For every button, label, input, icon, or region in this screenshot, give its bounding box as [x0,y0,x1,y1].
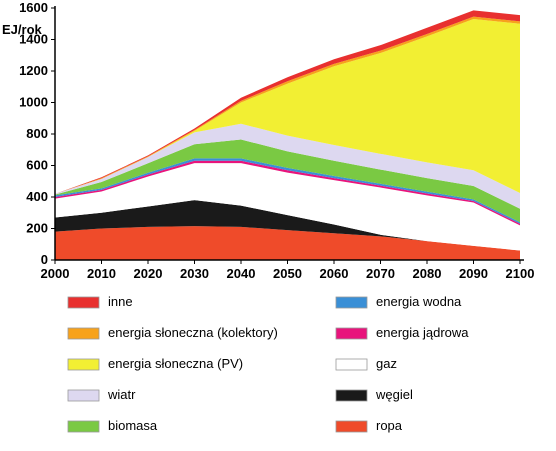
y-axis-unit-label: EJ/rok [2,22,43,37]
area-energia-sloneczna-pv [55,19,520,194]
y-tick-label: 800 [26,126,48,141]
area-gaz [55,163,520,251]
legend-label-wegiel: węgiel [375,387,413,402]
legend-label-ropa: ropa [376,418,403,433]
x-tick-label: 2040 [227,266,256,281]
x-tick-label: 2020 [134,266,163,281]
legend-label-energia-jadrowa: energia jądrowa [376,325,469,340]
legend-label-gaz: gaz [376,356,397,371]
legend-label-energia-wodna: energia wodna [376,294,462,309]
legend-swatch-energia-sloneczna-kolektory [67,327,100,340]
legend-swatch-energia-wodna [335,296,368,309]
legend-label-inne: inne [108,294,133,309]
legend: inne energia słoneczna (kolektory) energia… [67,294,469,433]
y-tick-label: 1400 [19,32,48,47]
y-tick-label: 200 [26,221,48,236]
x-tick-label: 2060 [320,266,349,281]
legend-swatch-wiatr [67,389,100,402]
y-tick-label: 400 [26,189,48,204]
area-biomasa [55,139,520,223]
legend-swatch-energia-jadrowa [335,327,368,340]
legend-label-energia-sloneczna-pv: energia słoneczna (PV) [108,356,243,371]
legend-swatch-biomasa [67,420,100,433]
x-tick-label: 2080 [413,266,442,281]
x-tick-label: 2000 [41,266,70,281]
legend-label-energia-sloneczna-kolektory: energia słoneczna (kolektory) [108,325,278,340]
x-tick-label: 2050 [273,266,302,281]
legend-swatch-wegiel [335,389,368,402]
legend-swatch-energia-sloneczna-pv [67,358,100,371]
x-tick-label: 2070 [366,266,395,281]
y-tick-label: 1200 [19,63,48,78]
x-tick-label: 2090 [459,266,488,281]
area-wegiel [55,200,520,251]
legend-label-wiatr: wiatr [107,387,136,402]
x-tick-label: 2010 [87,266,116,281]
x-tick-label: 2030 [180,266,209,281]
axes: 0 200 400 600 800 1000 1200 1400 1600 EJ/rok 2000 2… [2,0,534,281]
x-tick-label: 2100 [506,266,535,281]
legend-label-biomasa: biomasa [108,418,158,433]
y-tick-label: 1000 [19,95,48,110]
legend-swatch-gaz [335,358,368,371]
y-tick-label: 600 [26,158,48,173]
legend-swatch-inne [67,296,100,309]
area-ropa [55,226,520,260]
y-tick-label: 0 [41,252,48,267]
area-wiatr [55,123,520,209]
y-tick-label: 1600 [19,0,48,15]
legend-swatch-ropa [335,420,368,433]
area-layers [55,10,520,260]
